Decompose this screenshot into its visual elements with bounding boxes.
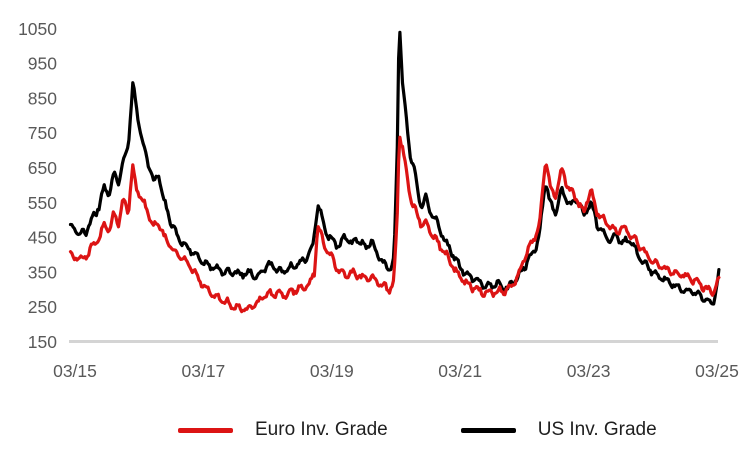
y-axis-tick-label: 750 (28, 123, 57, 143)
x-axis-tick-label: 03/23 (567, 361, 611, 381)
x-axis-tick-label: 03/25 (695, 361, 739, 381)
y-axis-tick-label: 650 (28, 158, 57, 178)
euro-series-line (68, 135, 721, 314)
x-axis-tick-label: 03/21 (438, 361, 482, 381)
euro-line-swatch (178, 427, 233, 433)
y-axis-tick-label: 550 (28, 193, 57, 213)
y-axis-tick-label: 1050 (18, 19, 57, 39)
y-axis-tick-label: 950 (28, 54, 57, 74)
y-axis-tick-label: 450 (28, 228, 57, 248)
x-axis-tick-label: 03/15 (53, 361, 97, 381)
x-axis-tick-label: 03/19 (310, 361, 354, 381)
legend-label-us: US Inv. Grade (537, 419, 657, 440)
us-line-swatch (460, 427, 516, 433)
x-axis-tick-label: 03/17 (182, 361, 226, 381)
chart-legend: Euro Inv. Grade US Inv. Grade (178, 419, 657, 441)
legend-item-us: US Inv. Grade (460, 419, 657, 441)
legend-item-euro: Euro Inv. Grade (178, 419, 388, 441)
y-axis-tick-label: 350 (28, 262, 57, 282)
y-axis-tick-label: 850 (28, 88, 57, 108)
y-axis-tick-label: 250 (28, 297, 57, 317)
y-axis-tick-label: 150 (28, 332, 57, 352)
legend-label-euro: Euro Inv. Grade (255, 419, 388, 440)
